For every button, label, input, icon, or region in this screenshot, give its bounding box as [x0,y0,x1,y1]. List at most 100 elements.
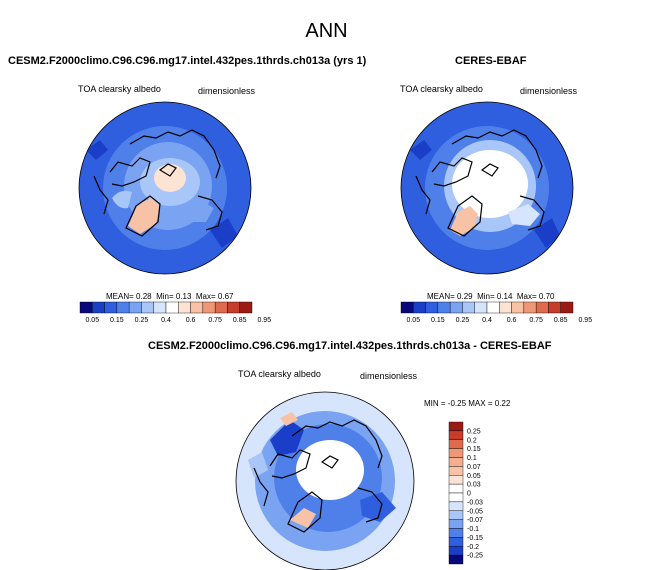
colorbar-swatch [190,301,204,314]
panel3-min-value: -0.25 [447,399,467,408]
panel1-mean-label: MEAN= [106,292,134,301]
colorbar-swatch [153,301,167,314]
colorbar-swatch [425,301,439,314]
colorbar-swatch [560,301,574,314]
panel3-greenland-positive [290,508,316,528]
colorbar-swatch [448,483,464,494]
colorbar-swatch [413,301,426,314]
colorbar-swatch [448,475,464,485]
colorbar-tick-label: 0.6 [186,317,196,324]
colorbar-tick-label: 0.03 [467,482,481,489]
colorbar-swatch [116,301,130,314]
panel3-map-outline [235,391,415,570]
panel2-map [400,101,574,275]
colorbar-tick-label: -0.25 [467,553,483,560]
colorbar-swatch [448,501,464,511]
colorbar-tick-label: 0.15 [110,317,124,324]
colorbar-swatch [400,301,414,314]
colorbar-swatch [535,301,549,314]
colorbar-swatch [239,301,253,314]
panel3-min-label: MIN = [424,399,446,408]
colorbar-swatch [214,301,228,314]
panel3-arctic-zero [296,440,364,500]
colorbar-swatch [448,466,464,476]
colorbar-swatch [462,301,475,314]
colorbar-swatch [141,301,154,314]
panel2-max-label: Max= [516,292,537,301]
panel2-greenland-high [450,206,478,236]
panel2-colorbar: 0.05 0.15 0.25 0.4 0.6 0.75 0.85 0.95 [400,301,592,324]
colorbar-tick-label: -0.2 [467,544,479,551]
colorbar-swatch [92,301,105,314]
colorbar-tick-label: -0.05 [467,508,483,515]
panel1-greenland-high [128,198,160,234]
colorbar-tick-label: -0.07 [467,517,483,524]
colorbar-tick-label: 0.2 [467,437,477,444]
panel1-min-label: Min= [156,292,174,301]
panel2-min-value: 0.14 [496,292,513,301]
colorbar-swatch [548,301,561,314]
panel3-max-label: MAX = [468,399,493,408]
colorbar-tick-label: -0.1 [467,526,479,533]
colorbar-tick-label: 0.6 [507,317,517,324]
panel2-stats: MEAN= 0.29 Min= 0.14 Max= 0.70 [427,292,555,301]
colorbar-swatch [523,301,537,314]
panel2-coastlines [415,129,545,237]
panel3-pacific-weak [248,452,268,478]
colorbar-tick-label: 0.85 [554,317,568,324]
colorbar-swatch [449,301,463,314]
panel2-atlantic-low [534,218,560,248]
colorbar-tick-label: 0.4 [161,317,171,324]
panel1-units-label: dimensionless [198,86,256,96]
colorbar-tick-label: 0.75 [208,317,222,324]
colorbar-swatch [448,528,464,538]
panel2-mean-value: 0.29 [457,292,473,301]
panel2-siberia-snow [508,204,540,226]
panel3-siberia-negative [360,492,396,522]
colorbar-tick-label: -0.15 [467,535,483,542]
panel1-mean-value: 0.28 [136,292,152,301]
panel2-title: CERES-EBAF [455,55,527,67]
colorbar-tick-label: 0.05 [85,317,99,324]
panel1-central-arctic [154,164,186,192]
panel3-units-label: dimensionless [360,371,418,381]
panel1-title: CESM2.F2000climo.C96.C96.mg17.intel.432p… [8,55,367,67]
colorbar-swatch [104,301,118,314]
panel1-max-label: Max= [195,292,216,301]
colorbar-tick-label: 0.95 [578,317,592,324]
panel1-canada-snow [112,190,132,209]
colorbar-swatch [202,301,216,314]
colorbar-swatch [448,537,464,547]
colorbar-swatch [227,301,240,314]
colorbar-tick-label: 0.25 [456,317,470,324]
colorbar-tick-label: 0.05 [406,317,420,324]
colorbar-swatch [128,301,142,314]
colorbar-tick-label: 0.25 [135,317,149,324]
panel1-min-value: 0.13 [175,292,192,301]
colorbar-swatch [448,448,464,458]
colorbar-swatch [448,546,464,556]
colorbar-swatch [448,519,464,529]
panel3-colorbar: 0.25 0.2 0.15 0.1 0.07 0.05 0.03 0-0.03 -0.05 -0.… [448,421,483,565]
panel3-coastlines [253,419,383,533]
panel2-units-label: dimensionless [520,86,578,96]
panel2-mean-label: MEAN= [427,292,455,301]
colorbar-tick-label: 0.25 [467,428,481,435]
colorbar-tick-label: 0.4 [482,317,492,324]
panel1-siberia-snow [180,200,214,222]
panel3-canada-negative [270,420,304,456]
colorbar-tick-label: 0.75 [529,317,543,324]
panel1-coastlines [93,129,223,237]
colorbar-tick-label: 0.85 [233,317,247,324]
colorbar-swatch [178,301,191,314]
colorbar-tick-label: -0.03 [467,499,483,506]
colorbar-swatch [448,510,464,520]
panel3-map [235,391,415,570]
panel2-variable-label: TOA clearsky albedo [400,84,483,94]
colorbar-swatch [448,421,464,432]
colorbar-swatch [448,457,464,467]
panel1-colorbar: 0.05 0.15 0.25 0.4 0.6 0.75 0.85 0.95 [79,301,271,324]
panel1-max-value: 0.67 [217,292,234,301]
panel3-title: CESM2.F2000climo.C96.C96.mg17.intel.432p… [148,340,552,352]
colorbar-tick-label: 0.95 [257,317,271,324]
